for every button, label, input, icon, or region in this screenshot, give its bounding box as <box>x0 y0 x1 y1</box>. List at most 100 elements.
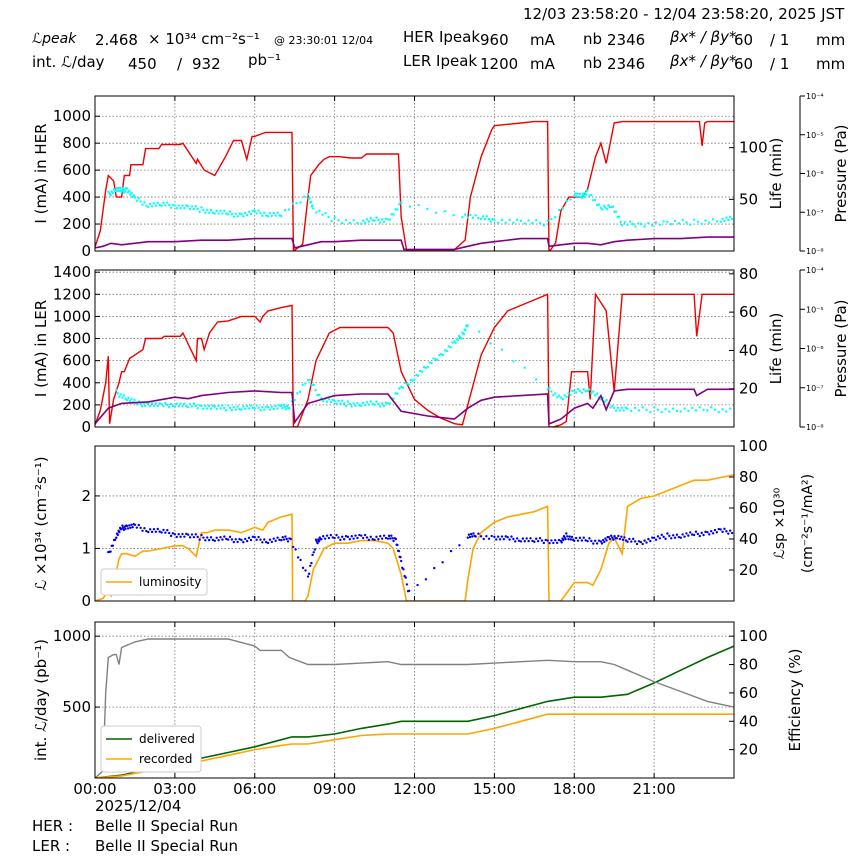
panel-LER-life-point <box>160 402 163 406</box>
panel-luminosity-specific-point <box>708 533 711 536</box>
panel-LER-life-point <box>144 404 147 408</box>
panel-HER-life-point <box>312 207 315 210</box>
panel-LER-life-point <box>563 394 566 397</box>
panel-luminosity-specific-point <box>654 538 658 541</box>
panel-integrated-xtick-label: 12:00 <box>393 780 436 798</box>
panel-HER-life-point <box>599 206 603 210</box>
panel-HER-life-point <box>263 211 266 215</box>
panel-HER-life-point <box>586 189 589 192</box>
panel-HER-life-point <box>327 215 330 219</box>
panel-luminosity-specific-point <box>294 548 297 551</box>
panel-HER-life-point <box>730 217 734 221</box>
panel-LER-life-point <box>550 390 553 393</box>
panel-HER-life-point <box>352 219 355 222</box>
panel-luminosity-specific-point <box>504 535 507 538</box>
panel-LER-life-point <box>679 410 682 413</box>
panel-luminosity-specific-point <box>662 535 665 538</box>
panel-LER-life-point <box>552 394 555 397</box>
panel-HER-life-point <box>377 218 380 222</box>
panel-luminosity-specific-point <box>337 536 340 539</box>
panel-HER-ytick-label: 0 <box>81 242 91 260</box>
panel-HER-life-point <box>715 220 719 223</box>
panel-LER-life-point <box>576 387 580 391</box>
panel-luminosity-specific-point <box>612 538 615 541</box>
panel-LER-life-point <box>115 388 118 392</box>
panel-LER-life-point <box>301 383 304 387</box>
panel-LER-life-point <box>270 405 274 408</box>
panel-HER-pressure-tick-label: 10⁻⁸ <box>806 247 824 256</box>
panel-integrated-xtick-label: 03:00 <box>153 780 196 798</box>
panel-integrated-rtick-label: 80 <box>739 656 758 674</box>
panel-HER-life-point <box>206 208 209 212</box>
panel-HER-life-point <box>125 187 129 190</box>
panel-LER-rtick-label: 80 <box>739 265 758 283</box>
panel-HER-life-point <box>321 213 324 216</box>
panel-LER-life-point <box>443 349 447 352</box>
panel-HER-life-point <box>365 218 369 221</box>
panel-HER-life-point <box>247 210 251 214</box>
panel-HER-life-point <box>379 221 382 224</box>
her-ipeak-value: 960 <box>480 31 509 49</box>
panel-HER-life-point <box>238 212 241 215</box>
panel-luminosity-specific-point <box>671 534 675 537</box>
panel-luminosity-specific-point <box>506 536 509 539</box>
panel-luminosity-specific-point <box>467 533 471 536</box>
panel-luminosity-specific-point <box>313 548 317 551</box>
panel-HER-life-point <box>584 193 588 196</box>
panel-HER-life-point <box>443 210 447 213</box>
panel-luminosity-specific-point <box>597 539 601 542</box>
panel-LER-life-point <box>438 354 441 357</box>
panel-luminosity-specific-point <box>342 538 346 541</box>
panel-luminosity-specific-point <box>607 536 611 539</box>
panel-LER-life-point <box>401 386 405 389</box>
panel-integrated-legend-label: recorded <box>139 752 192 766</box>
panel-LER-life-point <box>296 392 299 395</box>
panel-LER-life-point <box>312 383 315 387</box>
panel-LER-life-point <box>578 389 582 393</box>
panel-HER-life-point <box>515 218 519 222</box>
panel-HER-life-point <box>673 219 677 223</box>
panel-HER-life-point <box>139 200 142 203</box>
panel-luminosity-specific-point <box>244 537 247 541</box>
panel-luminosity-specific-point <box>135 526 139 529</box>
panel-luminosity-specific-point <box>284 535 287 538</box>
panel-HER-life-point <box>356 221 359 225</box>
panel-LER-life-point <box>624 406 627 409</box>
panel-luminosity-specific-point <box>192 535 196 539</box>
panel-HER-life-point <box>158 203 161 207</box>
panel-luminosity-specific-point <box>356 536 359 540</box>
panel-HER-life-point <box>538 221 542 225</box>
panel-LER-life-point <box>318 393 321 397</box>
panel-HER-pressure_norm-line <box>95 236 734 251</box>
panel-LER-ytick-label: 0 <box>81 418 91 436</box>
panel-luminosity-specific-point <box>649 539 652 543</box>
panel-LER-life-point <box>725 410 728 413</box>
panel-luminosity-specific-point <box>711 532 715 535</box>
panel-luminosity-specific-point <box>173 533 177 536</box>
panel-luminosity-specific-point <box>150 530 154 534</box>
panel-LER-life-point <box>219 407 222 410</box>
panel-luminosity-specific-point <box>206 536 209 539</box>
panel-HER-ylabel: I (mA) in HER <box>32 123 50 223</box>
panel-integrated-rtick-label: 20 <box>739 741 758 759</box>
panel-HER-life-point <box>578 192 582 196</box>
panel-HER-life-point <box>240 213 243 216</box>
panel-luminosity-specific-point <box>156 527 159 531</box>
panel-HER-life-point <box>481 215 485 218</box>
panel-LER-life-point <box>565 395 568 399</box>
panel-LER-life-point <box>173 405 177 408</box>
panel-LER-life-point <box>405 382 409 385</box>
panel-HER-life-point <box>272 211 275 215</box>
panel-luminosity-specific-point <box>333 536 336 540</box>
panel-luminosity-specific-point <box>281 536 284 539</box>
panel-HER-life-point <box>386 218 390 221</box>
panel-HER-life-point <box>236 215 239 218</box>
panel-LER-life-point <box>554 392 557 395</box>
panel-luminosity-specific-point <box>635 542 639 546</box>
panel-LER-life-point <box>264 405 268 408</box>
panel-LER-life-point <box>204 404 207 408</box>
panel-HER-life-point <box>249 212 253 216</box>
panel-luminosity-specific-point <box>604 537 607 540</box>
panel-luminosity-specific-point <box>670 537 673 540</box>
panel-HER-life-point <box>128 189 131 192</box>
